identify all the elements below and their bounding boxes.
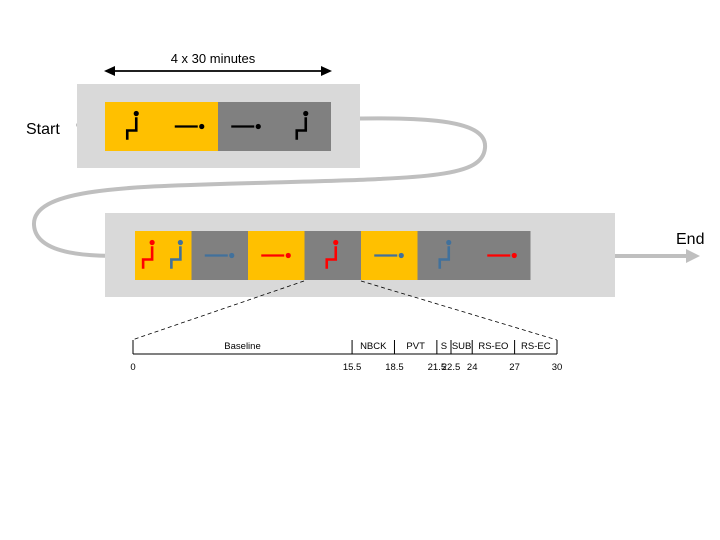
session-block — [474, 231, 531, 280]
timeline: Baseline NBCK PVT S SUB RS-EO RS-EC 0 15.5 18.5 21… — [130, 340, 562, 373]
session-block — [361, 231, 418, 280]
timeline-tick-label: 0 — [130, 362, 135, 373]
timeline-segment-label: Baseline — [224, 341, 260, 352]
sit-icon — [438, 239, 452, 269]
sit-icon — [295, 110, 309, 140]
session-row-2 — [135, 231, 531, 280]
lie-icon — [374, 252, 404, 259]
end-arrowhead — [686, 249, 700, 263]
session-block — [248, 231, 305, 280]
zoom-line-left — [131, 280, 305, 341]
session-block — [191, 231, 248, 280]
lie-icon — [261, 252, 291, 259]
timeline-segment-label: SUB — [452, 341, 472, 352]
start-label: Start — [26, 121, 60, 138]
zoom-line-right — [360, 280, 558, 341]
timeline-segment-label: RS-EO — [478, 341, 508, 352]
lie-icon — [231, 123, 261, 130]
end-label: End — [676, 231, 704, 248]
timeline-segment-label: NBCK — [360, 341, 387, 352]
sit-icon — [170, 239, 183, 269]
sit-icon — [141, 239, 155, 269]
timeline-tick-label: 24 — [467, 362, 478, 373]
duration-arrow — [104, 66, 332, 76]
session-block — [417, 231, 474, 280]
session-block — [105, 102, 218, 151]
session-row-1 — [105, 102, 331, 151]
timeline-segment-label: S — [441, 341, 447, 352]
timeline-tick-label: 18.5 — [385, 362, 404, 373]
session-block — [304, 231, 361, 280]
timeline-tick-label: 30 — [552, 362, 563, 373]
timeline-tick-label: 21.5 — [428, 362, 447, 373]
lie-icon — [204, 252, 235, 259]
duration-label: 4 x 30 minutes — [171, 51, 256, 66]
timeline-tick-label: 27 — [509, 362, 520, 373]
lie-icon — [487, 252, 517, 259]
lie-icon — [174, 123, 205, 130]
timeline-segment-label: RS-EC — [521, 341, 551, 352]
timeline-tick-label: 15.5 — [343, 362, 362, 373]
session-block — [135, 231, 192, 280]
sit-icon — [325, 239, 339, 269]
session-block — [218, 102, 331, 151]
timeline-segment-label: PVT — [406, 341, 425, 352]
timeline-tick-label: 22.5 — [442, 362, 461, 373]
sit-icon — [125, 110, 139, 140]
